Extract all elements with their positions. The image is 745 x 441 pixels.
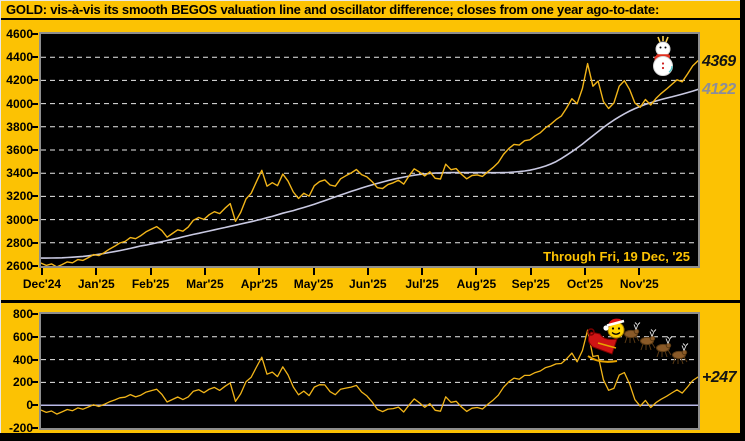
y-axis-label-main: 4000 — [6, 96, 33, 111]
y-axis-tick-main — [32, 149, 38, 151]
y-axis-label-main: 3200 — [6, 189, 33, 204]
y-axis-label-oscillator: 600 — [12, 329, 33, 344]
x-axis-label: Dec'24 — [22, 277, 62, 291]
y-axis-label-main: 4200 — [6, 73, 33, 88]
y-axis-label-main: 3600 — [6, 143, 33, 157]
x-axis-tick — [529, 268, 532, 275]
panel-separator — [1, 300, 741, 303]
y-axis-tick-main — [32, 218, 38, 221]
last-valuation-label: 4122 — [702, 81, 736, 98]
y-axis-tick-oscillator — [32, 335, 38, 338]
x-axis-tick — [95, 268, 98, 275]
y-axis-tick-oscillator — [32, 427, 38, 429]
through-date-note: Through Fri, 19 Dec, '25 — [543, 249, 690, 264]
x-axis-tick — [41, 268, 43, 275]
y-axis-tick-oscillator — [32, 358, 38, 361]
y-axis-tick-main — [32, 195, 38, 198]
main-chart-plot — [41, 56, 698, 266]
x-axis-label: Oct'25 — [566, 277, 604, 291]
y-axis-label-main: 4600 — [6, 27, 33, 41]
x-axis-label: Feb'25 — [131, 277, 170, 291]
y-axis-label-oscillator: 200 — [12, 375, 33, 390]
x-axis-tick — [149, 268, 152, 275]
y-axis-tick-main — [32, 33, 38, 35]
y-axis-label-main: 2600 — [6, 259, 33, 273]
y-axis-label-main: 3800 — [6, 119, 33, 134]
title-separator — [1, 18, 741, 20]
x-axis-label: Aug'25 — [456, 277, 497, 291]
y-axis-label-oscillator: 400 — [12, 352, 33, 367]
santa-sleigh-icon — [587, 318, 689, 365]
y-axis-label-oscillator: 0 — [26, 398, 33, 413]
y-axis-tick-main — [32, 241, 38, 244]
snowman-icon — [653, 36, 673, 76]
y-axis-label-main: 2800 — [6, 235, 33, 250]
x-axis-tick — [203, 268, 206, 275]
oscillator-value-label: +247 — [702, 369, 737, 386]
y-axis-tick-main — [32, 79, 38, 82]
x-axis-label: Jan'25 — [77, 277, 115, 291]
y-axis-tick-oscillator — [32, 404, 38, 407]
x-axis-label: Jun'25 — [349, 277, 387, 291]
x-axis-label: Apr'25 — [240, 277, 278, 291]
x-axis-tick — [475, 268, 478, 275]
main-chart-panel: Through Fri, 19 Dec, '25 — [39, 32, 700, 268]
x-axis-tick — [421, 268, 424, 275]
y-axis-label-main: 3400 — [6, 166, 33, 181]
x-axis-tick — [584, 268, 586, 275]
valuation-line — [41, 88, 698, 259]
y-axis-label-oscillator: -200 — [8, 421, 33, 435]
last-price-label: 4369 — [702, 53, 736, 70]
y-axis-label-main: 3000 — [6, 212, 33, 227]
x-axis-tick — [366, 268, 369, 275]
x-axis-label: Mar'25 — [186, 277, 224, 291]
y-axis-label-main: 4400 — [6, 50, 33, 65]
x-axis-tick — [312, 268, 315, 275]
x-axis-label: Nov'25 — [619, 277, 659, 291]
y-axis-tick-main — [32, 125, 38, 128]
y-axis-tick-main — [32, 265, 38, 267]
y-axis-tick-oscillator — [32, 381, 38, 384]
x-axis-label: May'25 — [293, 277, 334, 291]
oscillator-panel — [39, 312, 700, 430]
y-axis-tick-main — [32, 102, 38, 105]
x-axis-tick — [258, 268, 261, 275]
x-axis-label: Jul'25 — [405, 277, 439, 291]
y-axis-label-oscillator: 800 — [12, 307, 33, 321]
y-axis-tick-oscillator — [32, 313, 38, 315]
x-axis-label: Sep'25 — [511, 277, 550, 291]
y-axis-tick-main — [32, 56, 38, 59]
price-line — [41, 60, 698, 266]
x-axis-tick — [638, 268, 641, 275]
y-axis-tick-main — [32, 172, 38, 175]
page-title: GOLD: vis-à-vis its smooth BEGOS valuati… — [6, 2, 660, 17]
